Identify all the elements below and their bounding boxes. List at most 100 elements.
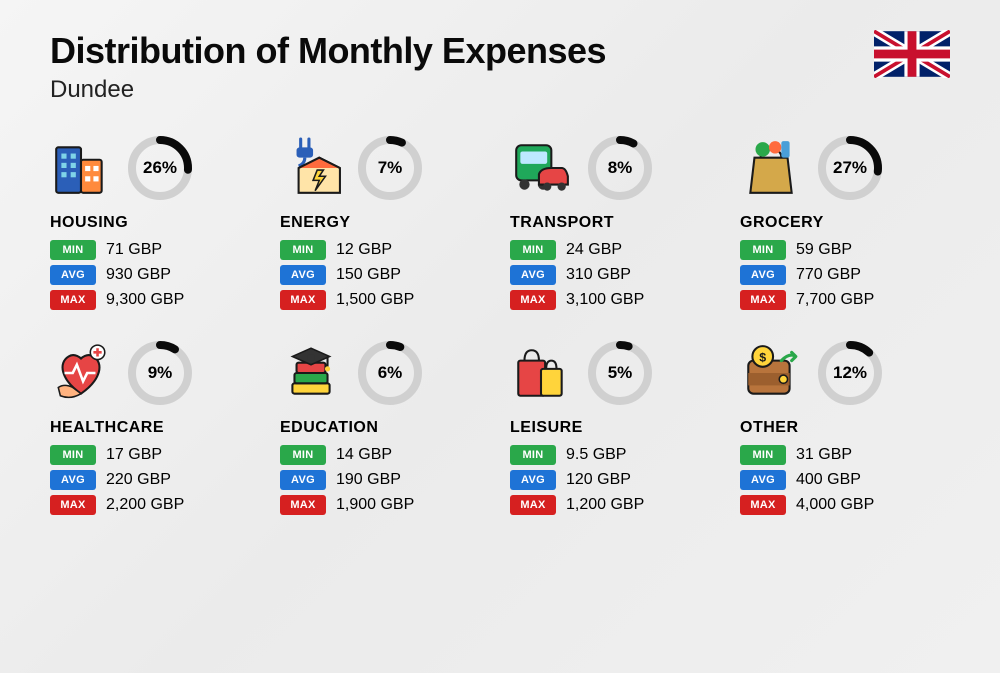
min-badge: MIN: [50, 240, 96, 260]
healthcare-icon: [50, 342, 112, 404]
percent-donut: 27%: [816, 134, 884, 202]
avg-badge: AVG: [740, 470, 786, 490]
housing-icon: [50, 137, 112, 199]
avg-value: 220 GBP: [106, 471, 171, 489]
other-icon: $: [740, 342, 802, 404]
stat-min: MIN 9.5 GBP: [510, 445, 720, 465]
card-top: 7%: [280, 134, 490, 202]
stat-min: MIN 14 GBP: [280, 445, 490, 465]
percent-donut: 6%: [356, 339, 424, 407]
max-value: 1,500 GBP: [336, 291, 414, 309]
percent-donut: 7%: [356, 134, 424, 202]
expense-grid: 26% HOUSING MIN 71 GBP AVG 930 GBP MAX 9…: [50, 134, 950, 520]
min-badge: MIN: [510, 445, 556, 465]
min-value: 71 GBP: [106, 241, 162, 259]
percent-label: 8%: [608, 158, 633, 178]
percent-label: 5%: [608, 363, 633, 383]
expense-card-energy: 7% ENERGY MIN 12 GBP AVG 150 GBP MAX 1,5…: [280, 134, 490, 315]
min-badge: MIN: [50, 445, 96, 465]
category-name: ENERGY: [280, 214, 490, 232]
stat-max: MAX 3,100 GBP: [510, 290, 720, 310]
grocery-icon: [740, 137, 802, 199]
stat-max: MAX 7,700 GBP: [740, 290, 950, 310]
max-badge: MAX: [510, 495, 556, 515]
avg-badge: AVG: [280, 265, 326, 285]
max-badge: MAX: [510, 290, 556, 310]
stat-avg: AVG 770 GBP: [740, 265, 950, 285]
min-value: 59 GBP: [796, 241, 852, 259]
title-block: Distribution of Monthly Expenses Dundee: [50, 30, 606, 104]
svg-text:$: $: [759, 351, 766, 365]
transport-icon: [510, 137, 572, 199]
stat-max: MAX 4,000 GBP: [740, 495, 950, 515]
expense-card-transport: 8% TRANSPORT MIN 24 GBP AVG 310 GBP MAX …: [510, 134, 720, 315]
category-name: GROCERY: [740, 214, 950, 232]
max-value: 4,000 GBP: [796, 496, 874, 514]
category-name: TRANSPORT: [510, 214, 720, 232]
page-subtitle: Dundee: [50, 76, 606, 104]
avg-value: 190 GBP: [336, 471, 401, 489]
avg-value: 770 GBP: [796, 266, 861, 284]
card-top: 5%: [510, 339, 720, 407]
category-name: EDUCATION: [280, 419, 490, 437]
stat-max: MAX 1,200 GBP: [510, 495, 720, 515]
category-name: HOUSING: [50, 214, 260, 232]
avg-badge: AVG: [510, 265, 556, 285]
header: Distribution of Monthly Expenses Dundee: [50, 30, 950, 104]
stat-min: MIN 12 GBP: [280, 240, 490, 260]
percent-label: 27%: [833, 158, 867, 178]
page-title: Distribution of Monthly Expenses: [50, 30, 606, 72]
card-top: $ 12%: [740, 339, 950, 407]
avg-badge: AVG: [50, 265, 96, 285]
card-top: 9%: [50, 339, 260, 407]
stat-min: MIN 24 GBP: [510, 240, 720, 260]
stat-min: MIN 59 GBP: [740, 240, 950, 260]
min-badge: MIN: [740, 240, 786, 260]
min-value: 24 GBP: [566, 241, 622, 259]
max-badge: MAX: [50, 290, 96, 310]
avg-value: 120 GBP: [566, 471, 631, 489]
max-badge: MAX: [740, 290, 786, 310]
stat-avg: AVG 310 GBP: [510, 265, 720, 285]
education-icon: [280, 342, 342, 404]
stat-avg: AVG 930 GBP: [50, 265, 260, 285]
percent-donut: 9%: [126, 339, 194, 407]
max-value: 3,100 GBP: [566, 291, 644, 309]
min-badge: MIN: [740, 445, 786, 465]
expense-card-housing: 26% HOUSING MIN 71 GBP AVG 930 GBP MAX 9…: [50, 134, 260, 315]
avg-value: 150 GBP: [336, 266, 401, 284]
max-badge: MAX: [280, 495, 326, 515]
avg-badge: AVG: [50, 470, 96, 490]
card-top: 8%: [510, 134, 720, 202]
min-value: 12 GBP: [336, 241, 392, 259]
avg-badge: AVG: [510, 470, 556, 490]
min-value: 17 GBP: [106, 446, 162, 464]
min-value: 31 GBP: [796, 446, 852, 464]
uk-flag-icon: [874, 30, 950, 78]
expense-card-grocery: 27% GROCERY MIN 59 GBP AVG 770 GBP MAX 7…: [740, 134, 950, 315]
max-badge: MAX: [740, 495, 786, 515]
category-name: LEISURE: [510, 419, 720, 437]
stat-max: MAX 9,300 GBP: [50, 290, 260, 310]
stat-avg: AVG 220 GBP: [50, 470, 260, 490]
avg-badge: AVG: [280, 470, 326, 490]
leisure-icon: [510, 342, 572, 404]
max-value: 1,900 GBP: [336, 496, 414, 514]
percent-donut: 26%: [126, 134, 194, 202]
stat-avg: AVG 120 GBP: [510, 470, 720, 490]
min-badge: MIN: [280, 445, 326, 465]
stat-max: MAX 1,900 GBP: [280, 495, 490, 515]
max-value: 9,300 GBP: [106, 291, 184, 309]
card-top: 27%: [740, 134, 950, 202]
expense-card-leisure: 5% LEISURE MIN 9.5 GBP AVG 120 GBP MAX 1…: [510, 339, 720, 520]
energy-icon: [280, 137, 342, 199]
percent-donut: 5%: [586, 339, 654, 407]
percent-label: 12%: [833, 363, 867, 383]
min-badge: MIN: [510, 240, 556, 260]
max-badge: MAX: [280, 290, 326, 310]
percent-label: 26%: [143, 158, 177, 178]
expense-card-healthcare: 9% HEALTHCARE MIN 17 GBP AVG 220 GBP MAX…: [50, 339, 260, 520]
max-value: 2,200 GBP: [106, 496, 184, 514]
avg-badge: AVG: [740, 265, 786, 285]
min-value: 14 GBP: [336, 446, 392, 464]
